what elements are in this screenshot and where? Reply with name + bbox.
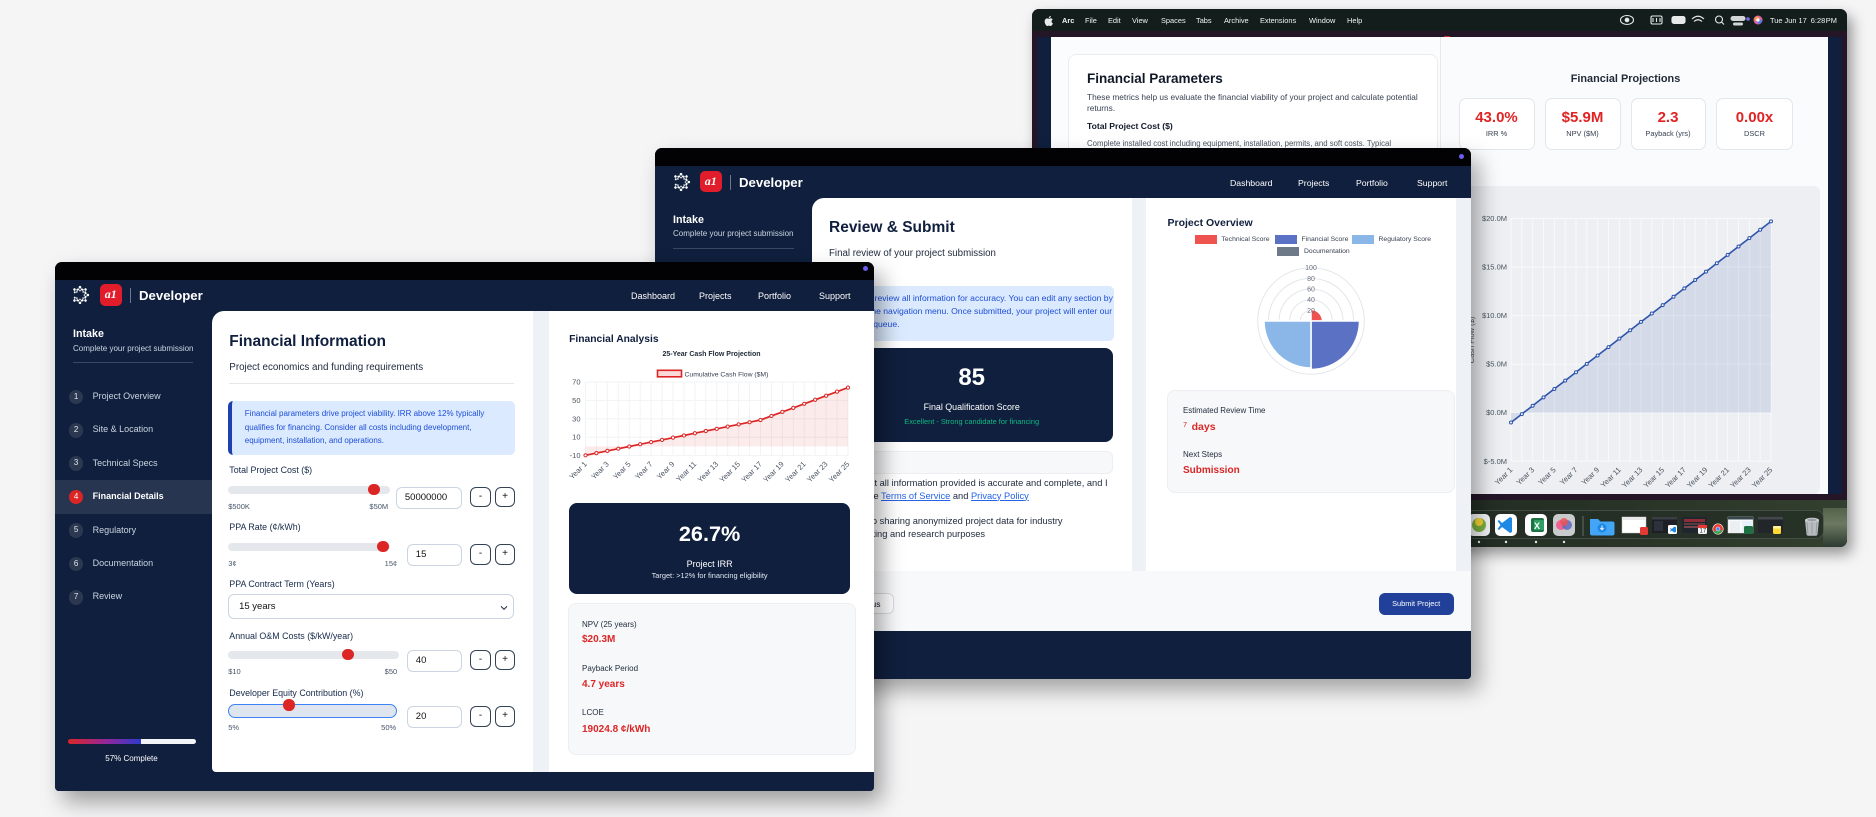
svg-text:Year 21: Year 21 — [783, 460, 807, 484]
svg-text:$10.0M: $10.0M — [1482, 311, 1507, 320]
svg-text:Year 15: Year 15 — [718, 460, 742, 484]
svg-text:Year 3: Year 3 — [1515, 465, 1537, 487]
svg-text:50: 50 — [572, 396, 580, 405]
svg-text:Year 1: Year 1 — [567, 460, 589, 482]
svg-text:Year 25: Year 25 — [827, 460, 851, 484]
svg-text:Year 25: Year 25 — [1750, 465, 1774, 489]
svg-text:Year 5: Year 5 — [611, 460, 633, 482]
svg-text:Year 9: Year 9 — [655, 460, 677, 482]
svg-text:Year 1: Year 1 — [1493, 465, 1515, 487]
svg-text:40: 40 — [1307, 297, 1315, 304]
svg-text:60: 60 — [1307, 287, 1315, 294]
svg-text:Cumulative Cash Flow ($M): Cumulative Cash Flow ($M) — [685, 372, 769, 379]
svg-text:Year 7: Year 7 — [1558, 465, 1580, 487]
svg-text:17: 17 — [1700, 529, 1707, 535]
svg-text:Year 9: Year 9 — [1580, 465, 1602, 487]
svg-text:Cash Flow ($): Cash Flow ($) — [1467, 316, 1476, 363]
svg-text:Year 15: Year 15 — [1642, 465, 1666, 489]
svg-text:Year 13: Year 13 — [696, 460, 720, 484]
svg-text:$-5.0M: $-5.0M — [1484, 457, 1507, 466]
svg-text:Year 3: Year 3 — [589, 460, 611, 482]
svg-text:Year 19: Year 19 — [1685, 465, 1709, 489]
svg-text:10: 10 — [572, 433, 580, 442]
svg-text:$20.0M: $20.0M — [1482, 214, 1507, 223]
svg-text:30: 30 — [572, 414, 580, 423]
svg-text:Year 23: Year 23 — [1728, 465, 1752, 489]
svg-text:Year 23: Year 23 — [805, 460, 829, 484]
svg-text:Year 13: Year 13 — [1620, 465, 1644, 489]
svg-text:Year 17: Year 17 — [739, 460, 763, 484]
svg-text:Year 11: Year 11 — [1599, 465, 1623, 489]
svg-text:Year 11: Year 11 — [674, 460, 698, 484]
svg-text:80: 80 — [1307, 276, 1315, 283]
svg-text:Year 17: Year 17 — [1663, 465, 1687, 489]
svg-text:$0.0M: $0.0M — [1486, 408, 1507, 417]
svg-text:100: 100 — [1305, 265, 1317, 272]
svg-text:$5.0M: $5.0M — [1486, 360, 1507, 369]
svg-text:X: X — [1534, 521, 1540, 531]
svg-text:20: 20 — [1307, 308, 1315, 315]
svg-text:Year 19: Year 19 — [761, 460, 785, 484]
svg-text:-10: -10 — [570, 451, 581, 460]
svg-text:Year 7: Year 7 — [633, 460, 655, 482]
svg-text:Year 5: Year 5 — [1536, 465, 1558, 487]
svg-text:$15.0M: $15.0M — [1482, 263, 1507, 272]
svg-text:70: 70 — [572, 378, 580, 387]
svg-text:Year 21: Year 21 — [1707, 465, 1731, 489]
